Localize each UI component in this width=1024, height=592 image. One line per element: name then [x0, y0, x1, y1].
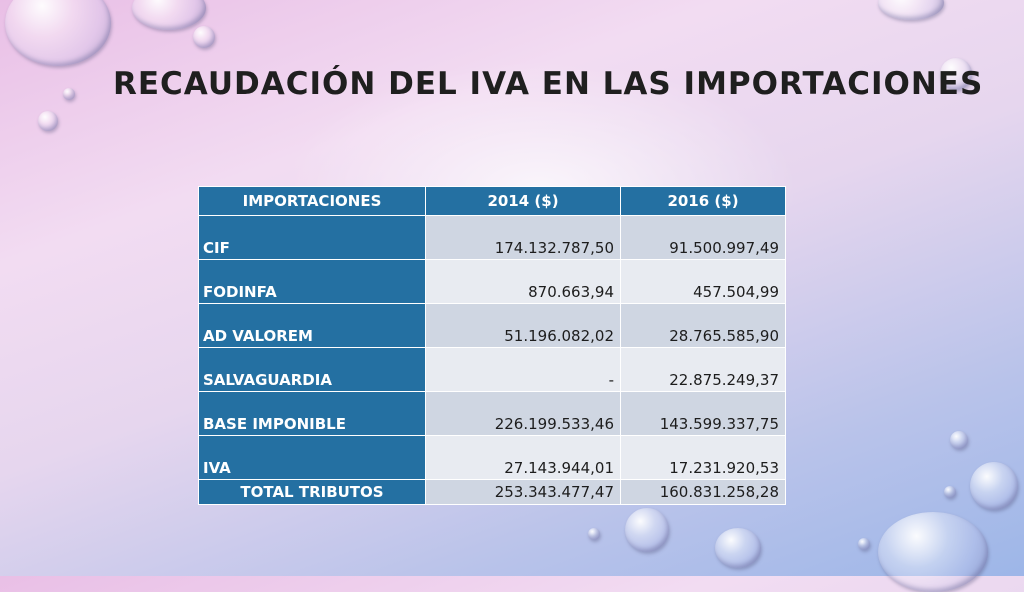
- water-drop-icon: [5, 0, 111, 66]
- table-row: FODINFA 870.663,94 457.504,99: [198, 259, 786, 304]
- value-2016: 91.500.997,49: [620, 215, 786, 260]
- value-2016: 17.231.920,53: [620, 435, 786, 480]
- row-label: IVA: [198, 435, 426, 480]
- total-label: TOTAL TRIBUTOS: [198, 479, 426, 505]
- water-drop-icon: [878, 0, 944, 20]
- slide-title: RECAUDACIÓN DEL IVA EN LAS IMPORTACIONES: [113, 66, 984, 102]
- column-header-importaciones: IMPORTACIONES: [198, 186, 426, 216]
- water-drop-icon: [588, 528, 600, 540]
- total-2016: 160.831.258,28: [620, 479, 786, 505]
- value-2016: 143.599.337,75: [620, 391, 786, 436]
- water-drop-icon: [878, 512, 988, 592]
- value-2014: 27.143.944,01: [425, 435, 621, 480]
- value-2014: 51.196.082,02: [425, 303, 621, 348]
- row-label: SALVAGUARDIA: [198, 347, 426, 392]
- table-row: SALVAGUARDIA - 22.875.249,37: [198, 347, 786, 392]
- water-drop-icon: [715, 528, 761, 568]
- water-drop-icon: [858, 538, 870, 550]
- table-row: IVA 27.143.944,01 17.231.920,53: [198, 435, 786, 480]
- tax-table: IMPORTACIONES 2014 ($) 2016 ($) CIF 174.…: [198, 186, 786, 505]
- water-drop-icon: [970, 462, 1018, 510]
- water-drop-icon: [193, 26, 215, 48]
- column-header-2014: 2014 ($): [425, 186, 621, 216]
- row-label: CIF: [198, 215, 426, 260]
- row-label: AD VALOREM: [198, 303, 426, 348]
- value-2014: 174.132.787,50: [425, 215, 621, 260]
- water-drop-icon: [625, 508, 669, 552]
- total-row: TOTAL TRIBUTOS 253.343.477,47 160.831.25…: [198, 479, 786, 505]
- value-2016: 28.765.585,90: [620, 303, 786, 348]
- value-2016: 457.504,99: [620, 259, 786, 304]
- water-drop-icon: [38, 111, 58, 131]
- water-drop-icon: [950, 431, 968, 449]
- column-header-2016: 2016 ($): [620, 186, 786, 216]
- value-2016: 22.875.249,37: [620, 347, 786, 392]
- water-drop-icon: [940, 58, 972, 90]
- row-label: BASE IMPONIBLE: [198, 391, 426, 436]
- table-row: AD VALOREM 51.196.082,02 28.765.585,90: [198, 303, 786, 348]
- water-drop-icon: [63, 88, 75, 100]
- value-2014: -: [425, 347, 621, 392]
- table-row: CIF 174.132.787,50 91.500.997,49: [198, 215, 786, 260]
- total-2014: 253.343.477,47: [425, 479, 621, 505]
- water-drop-icon: [132, 0, 206, 30]
- value-2014: 870.663,94: [425, 259, 621, 304]
- row-label: FODINFA: [198, 259, 426, 304]
- water-drop-icon: [944, 486, 956, 498]
- table-row: BASE IMPONIBLE 226.199.533,46 143.599.33…: [198, 391, 786, 436]
- value-2014: 226.199.533,46: [425, 391, 621, 436]
- table-header-row: IMPORTACIONES 2014 ($) 2016 ($): [198, 186, 786, 216]
